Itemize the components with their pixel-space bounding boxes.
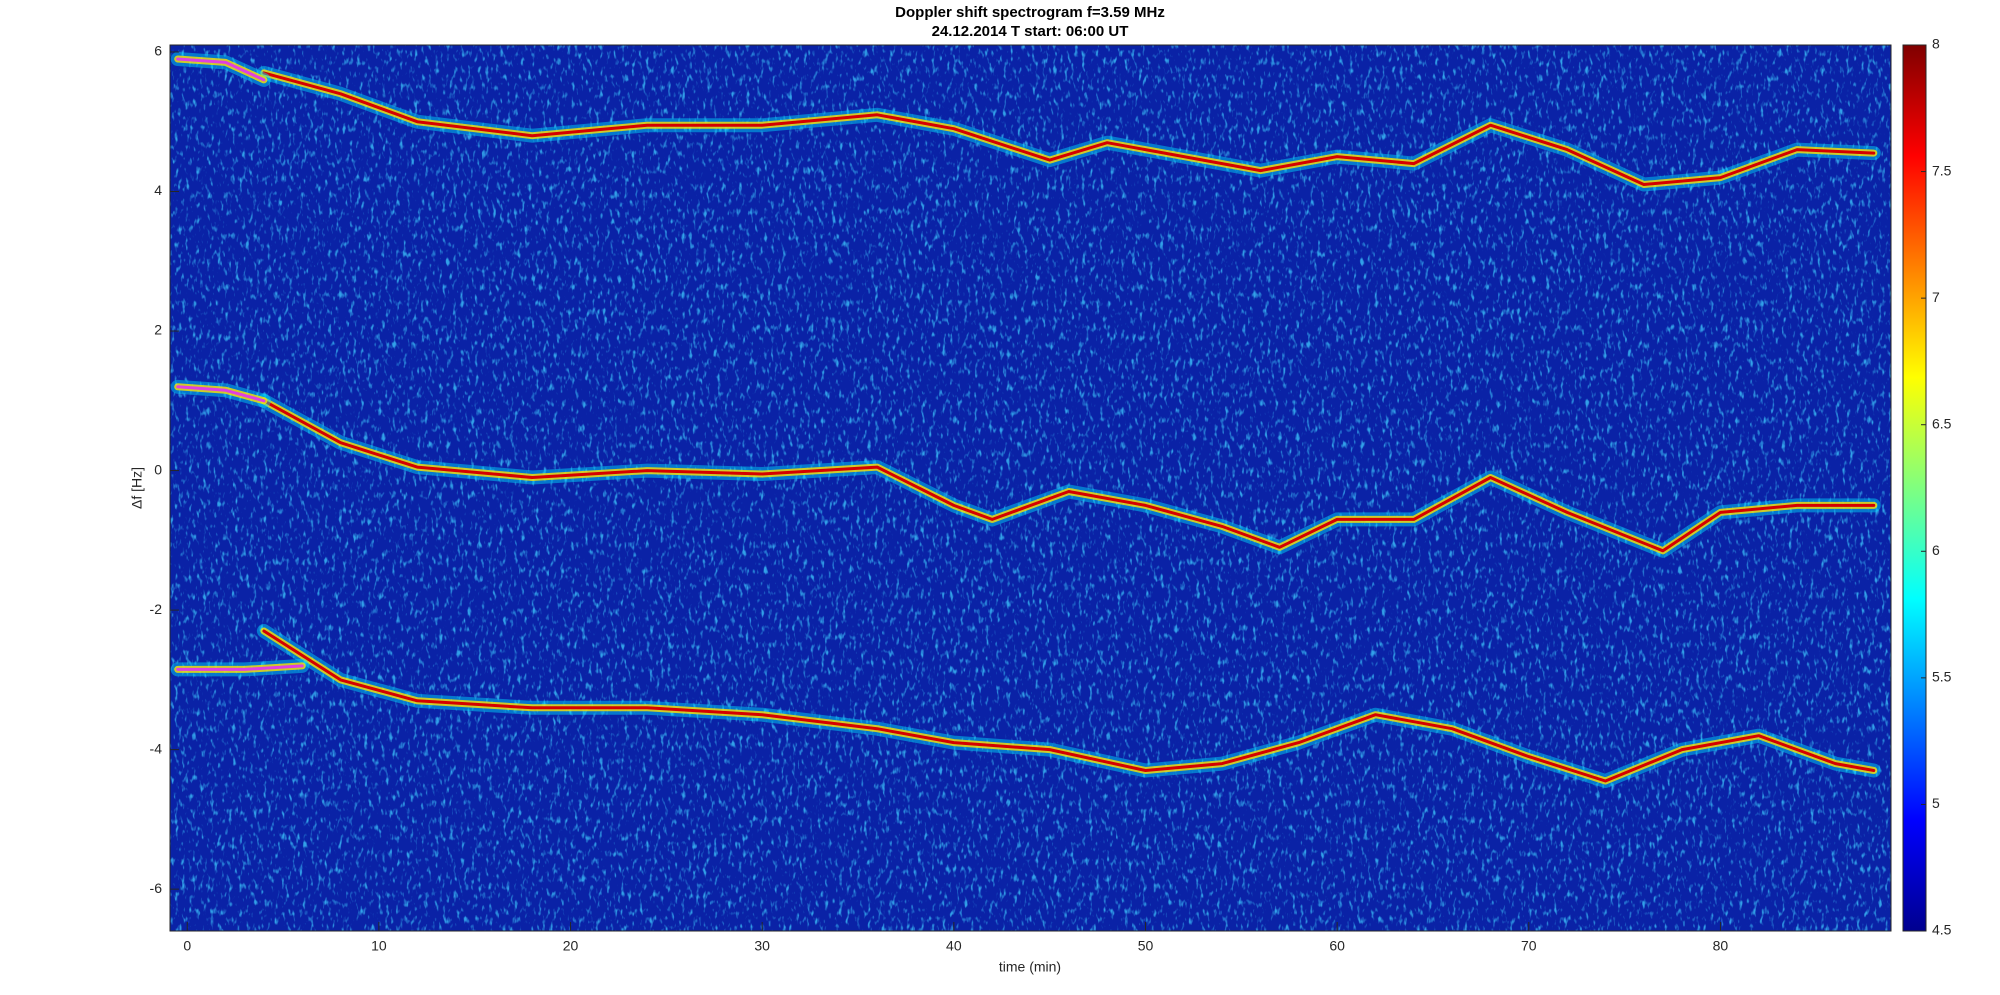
x-tick-label: 50 (1138, 938, 1154, 954)
trace-line (176, 664, 304, 671)
x-tick-label: 10 (371, 938, 387, 954)
colorbar-tick-label: 4.5 (1932, 922, 1952, 938)
chart-title: Doppler shift spectrogram f=3.59 MHz (895, 4, 1165, 21)
colorbar-tick-label: 7 (1932, 289, 1940, 305)
trace-line (176, 57, 266, 82)
colorbar-tick-label: 7.5 (1932, 162, 1952, 178)
y-axis-label: Δf [Hz] (129, 467, 145, 509)
plot-frame (169, 44, 1892, 932)
x-tick-label: 20 (563, 938, 579, 954)
trace-line (262, 71, 1876, 186)
traces (170, 52, 1881, 788)
colorbar-tick-label: 8 (1932, 36, 1940, 52)
trace-line (262, 399, 1876, 553)
y-tick-label: 0 (154, 461, 162, 477)
chart-subtitle: 24.12.2014 T start: 06:00 UT (932, 23, 1129, 40)
x-tick-label: 30 (754, 938, 770, 954)
y-tick-label: -4 (150, 740, 163, 756)
x-tick-label: 60 (1329, 938, 1345, 954)
x-tick-label: 0 (183, 938, 191, 954)
x-tick-label: 70 (1521, 938, 1537, 954)
colorbar (1902, 44, 1927, 932)
y-tick-label: -6 (150, 880, 163, 896)
colorbar-tick-label: 6.5 (1932, 415, 1952, 431)
x-tick-label: 40 (946, 938, 962, 954)
y-tick-label: -2 (150, 601, 163, 617)
x-axis-label: time (min) (999, 959, 1061, 975)
y-tick-label: 4 (154, 182, 162, 198)
colorbar-tick-label: 5.5 (1932, 669, 1952, 685)
x-tick-label: 80 (1713, 938, 1729, 954)
y-tick-label: 6 (154, 43, 162, 59)
trace-line (176, 385, 266, 403)
trace-line (262, 629, 1876, 783)
colorbar-tick-label: 6 (1932, 542, 1940, 558)
colorbar-tick-label: 5 (1932, 795, 1940, 811)
y-tick-label: 2 (154, 322, 162, 338)
